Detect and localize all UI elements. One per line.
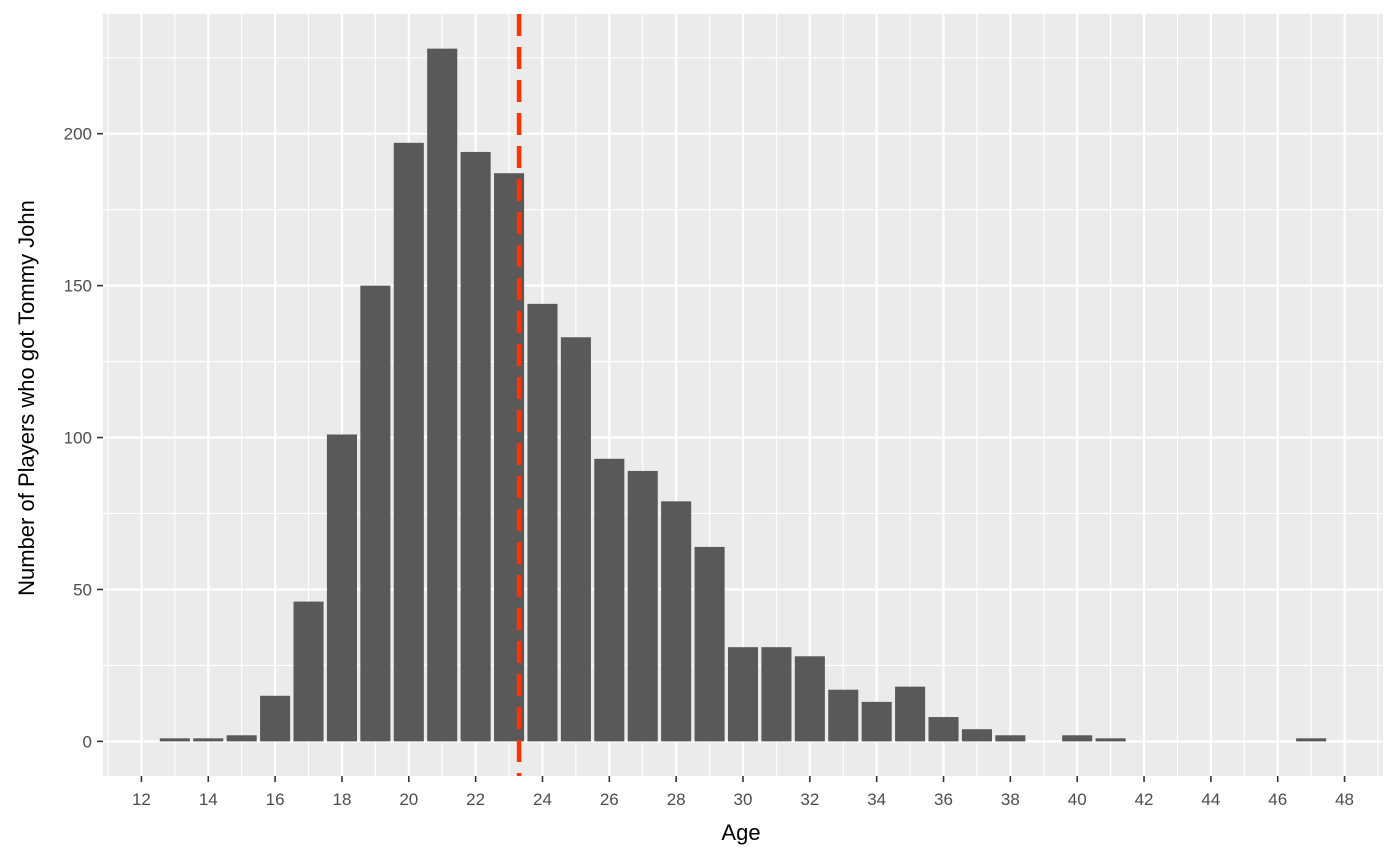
bar [594, 458, 625, 742]
bar [393, 142, 424, 742]
x-axis-title: Age [721, 820, 760, 845]
y-tick-label: 100 [64, 429, 92, 448]
bar [694, 546, 725, 742]
bar [527, 303, 558, 742]
x-tick-label: 40 [1068, 790, 1087, 809]
y-axis: 0 50 100 150 200 [64, 125, 103, 751]
x-tick-label: 24 [533, 790, 552, 809]
bar [995, 735, 1026, 742]
bar [895, 686, 926, 742]
x-tick-label: 36 [934, 790, 953, 809]
x-tick-label: 18 [332, 790, 351, 809]
x-tick-label: 44 [1201, 790, 1220, 809]
x-tick-label: 22 [466, 790, 485, 809]
bar [861, 701, 892, 742]
bar [828, 689, 859, 742]
y-tick-label: 50 [73, 580, 92, 599]
x-tick-label: 20 [399, 790, 418, 809]
x-tick-label: 32 [800, 790, 819, 809]
bar [159, 738, 190, 742]
bar [260, 695, 291, 742]
bar [928, 717, 959, 742]
x-axis: 12 14 16 18 20 22 24 26 28 30 32 34 36 38 40 42 44 46 48 [132, 776, 1354, 809]
bar [326, 434, 357, 742]
x-tick-label: 28 [667, 790, 686, 809]
y-tick-label: 150 [64, 277, 92, 296]
x-tick-label: 16 [266, 790, 285, 809]
x-tick-label: 38 [1001, 790, 1020, 809]
x-tick-label: 46 [1268, 790, 1287, 809]
bar [460, 151, 491, 742]
x-tick-label: 12 [132, 790, 151, 809]
bar [226, 735, 257, 742]
bar [360, 285, 391, 742]
x-tick-label: 42 [1135, 790, 1154, 809]
bar [794, 656, 825, 742]
y-axis-title: Number of Players who got Tommy John [14, 200, 39, 596]
x-tick-label: 26 [600, 790, 619, 809]
x-tick-label: 34 [867, 790, 886, 809]
y-tick-label: 0 [83, 732, 92, 751]
bar [193, 738, 224, 742]
bar [761, 647, 792, 742]
bar [293, 601, 324, 742]
bar [1095, 738, 1126, 742]
bar [1296, 738, 1327, 742]
bar [560, 337, 591, 742]
x-tick-label: 48 [1335, 790, 1354, 809]
bar [1062, 735, 1093, 742]
bar [427, 48, 458, 742]
y-tick-label: 200 [64, 125, 92, 144]
bar [661, 501, 692, 742]
bar [627, 470, 658, 742]
x-tick-label: 30 [734, 790, 753, 809]
bar [727, 647, 759, 742]
bar [961, 729, 992, 742]
x-tick-label: 14 [199, 790, 218, 809]
